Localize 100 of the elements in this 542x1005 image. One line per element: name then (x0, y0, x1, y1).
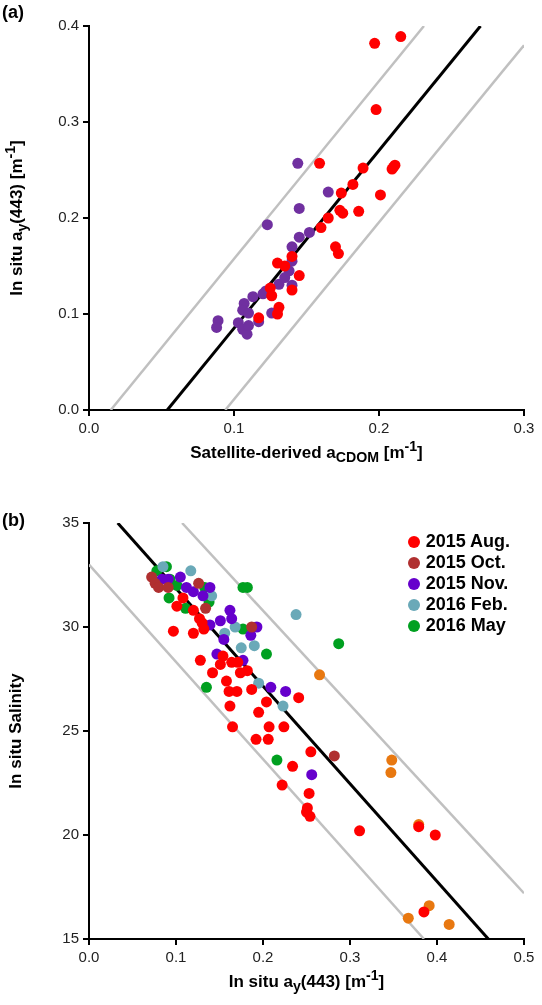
point (185, 565, 197, 577)
point (224, 700, 236, 712)
x-axis-title: Satellite-derived a$_{CDOM}$ [m$^{-1}$] (190, 438, 423, 466)
x-tick-label: 0.2 (368, 419, 390, 437)
legend-label: 2016 May (425, 615, 506, 636)
y-tick-label: 0.2 (58, 208, 79, 226)
point (253, 706, 265, 718)
x-tick-label: 0.0 (78, 948, 100, 966)
point (357, 162, 369, 174)
point (333, 638, 345, 650)
point (263, 721, 275, 733)
y-tick-label: 0.4 (58, 16, 79, 34)
point (214, 615, 226, 627)
point (187, 627, 199, 639)
point (347, 178, 359, 190)
point (429, 829, 441, 841)
point (305, 746, 317, 758)
legend-label: 2016 Feb. (425, 594, 508, 615)
point (198, 623, 210, 635)
point (253, 677, 265, 689)
point (200, 681, 212, 693)
y-tick-label: 25 (62, 721, 79, 739)
point (250, 733, 262, 745)
legend-label: 2015 Nov. (425, 573, 509, 594)
point (286, 284, 298, 296)
y-tick-label: 0.3 (58, 112, 79, 130)
point (266, 290, 278, 302)
point (194, 654, 206, 666)
point (286, 241, 298, 253)
point (279, 260, 291, 272)
y-tick-label: 15 (62, 929, 79, 947)
point (369, 37, 381, 49)
point (303, 787, 315, 799)
point (248, 640, 260, 652)
point (265, 681, 277, 693)
point (247, 291, 259, 303)
point (253, 312, 265, 324)
x-tick-label: 0.2 (252, 948, 274, 966)
point (385, 767, 397, 779)
point (374, 189, 386, 201)
y-tick-label: 30 (62, 617, 79, 635)
point (171, 600, 183, 612)
point (260, 648, 272, 660)
point (306, 769, 318, 781)
point (304, 810, 316, 822)
point (280, 685, 292, 697)
x-axis-title: In situ a$_{y}$(443) [m$^{-1}$] (228, 967, 385, 995)
point (303, 226, 315, 238)
chart-title: (a) (2, 2, 24, 23)
point (278, 721, 290, 733)
point (235, 642, 247, 654)
legend-label: 2015 Aug. (425, 531, 510, 552)
point (162, 581, 174, 593)
point (197, 590, 209, 602)
point (314, 157, 326, 169)
point (293, 231, 305, 243)
point (260, 696, 272, 708)
point (332, 248, 344, 260)
point (290, 609, 302, 621)
point (279, 272, 291, 284)
point (243, 307, 254, 319)
chart-title: (b) (2, 510, 25, 531)
x-tick-label: 0.3 (513, 419, 535, 437)
point (227, 721, 239, 733)
y-axis-title: In situ Salinity (6, 673, 26, 789)
y-tick-label: 35 (62, 513, 79, 531)
x-tick-label: 0.1 (165, 948, 187, 966)
point (443, 918, 455, 930)
point (214, 658, 226, 670)
point (153, 581, 165, 593)
point (262, 733, 274, 745)
point (200, 602, 212, 614)
point (187, 586, 199, 598)
point (218, 633, 230, 645)
point (276, 779, 288, 791)
point (241, 665, 253, 677)
legend-label: 2015 Oct. (425, 552, 506, 573)
point (167, 625, 179, 637)
y-tick-label: 20 (62, 825, 79, 843)
point (395, 31, 407, 43)
point (335, 187, 347, 199)
point (354, 825, 366, 837)
point (353, 205, 365, 217)
x-tick-label: 0.1 (223, 419, 245, 437)
point (287, 760, 299, 772)
point (328, 750, 340, 762)
point (226, 613, 238, 625)
point (293, 692, 305, 704)
point (174, 571, 186, 583)
point (293, 202, 305, 214)
y-tick-label: 0.1 (58, 304, 79, 322)
point (187, 604, 199, 616)
point (386, 754, 398, 766)
point (204, 581, 216, 593)
point (286, 250, 298, 262)
x-tick-label: 0.5 (513, 948, 535, 966)
point (272, 308, 283, 320)
point (293, 270, 305, 282)
point (314, 669, 326, 681)
x-tick-label: 0.3 (339, 948, 361, 966)
